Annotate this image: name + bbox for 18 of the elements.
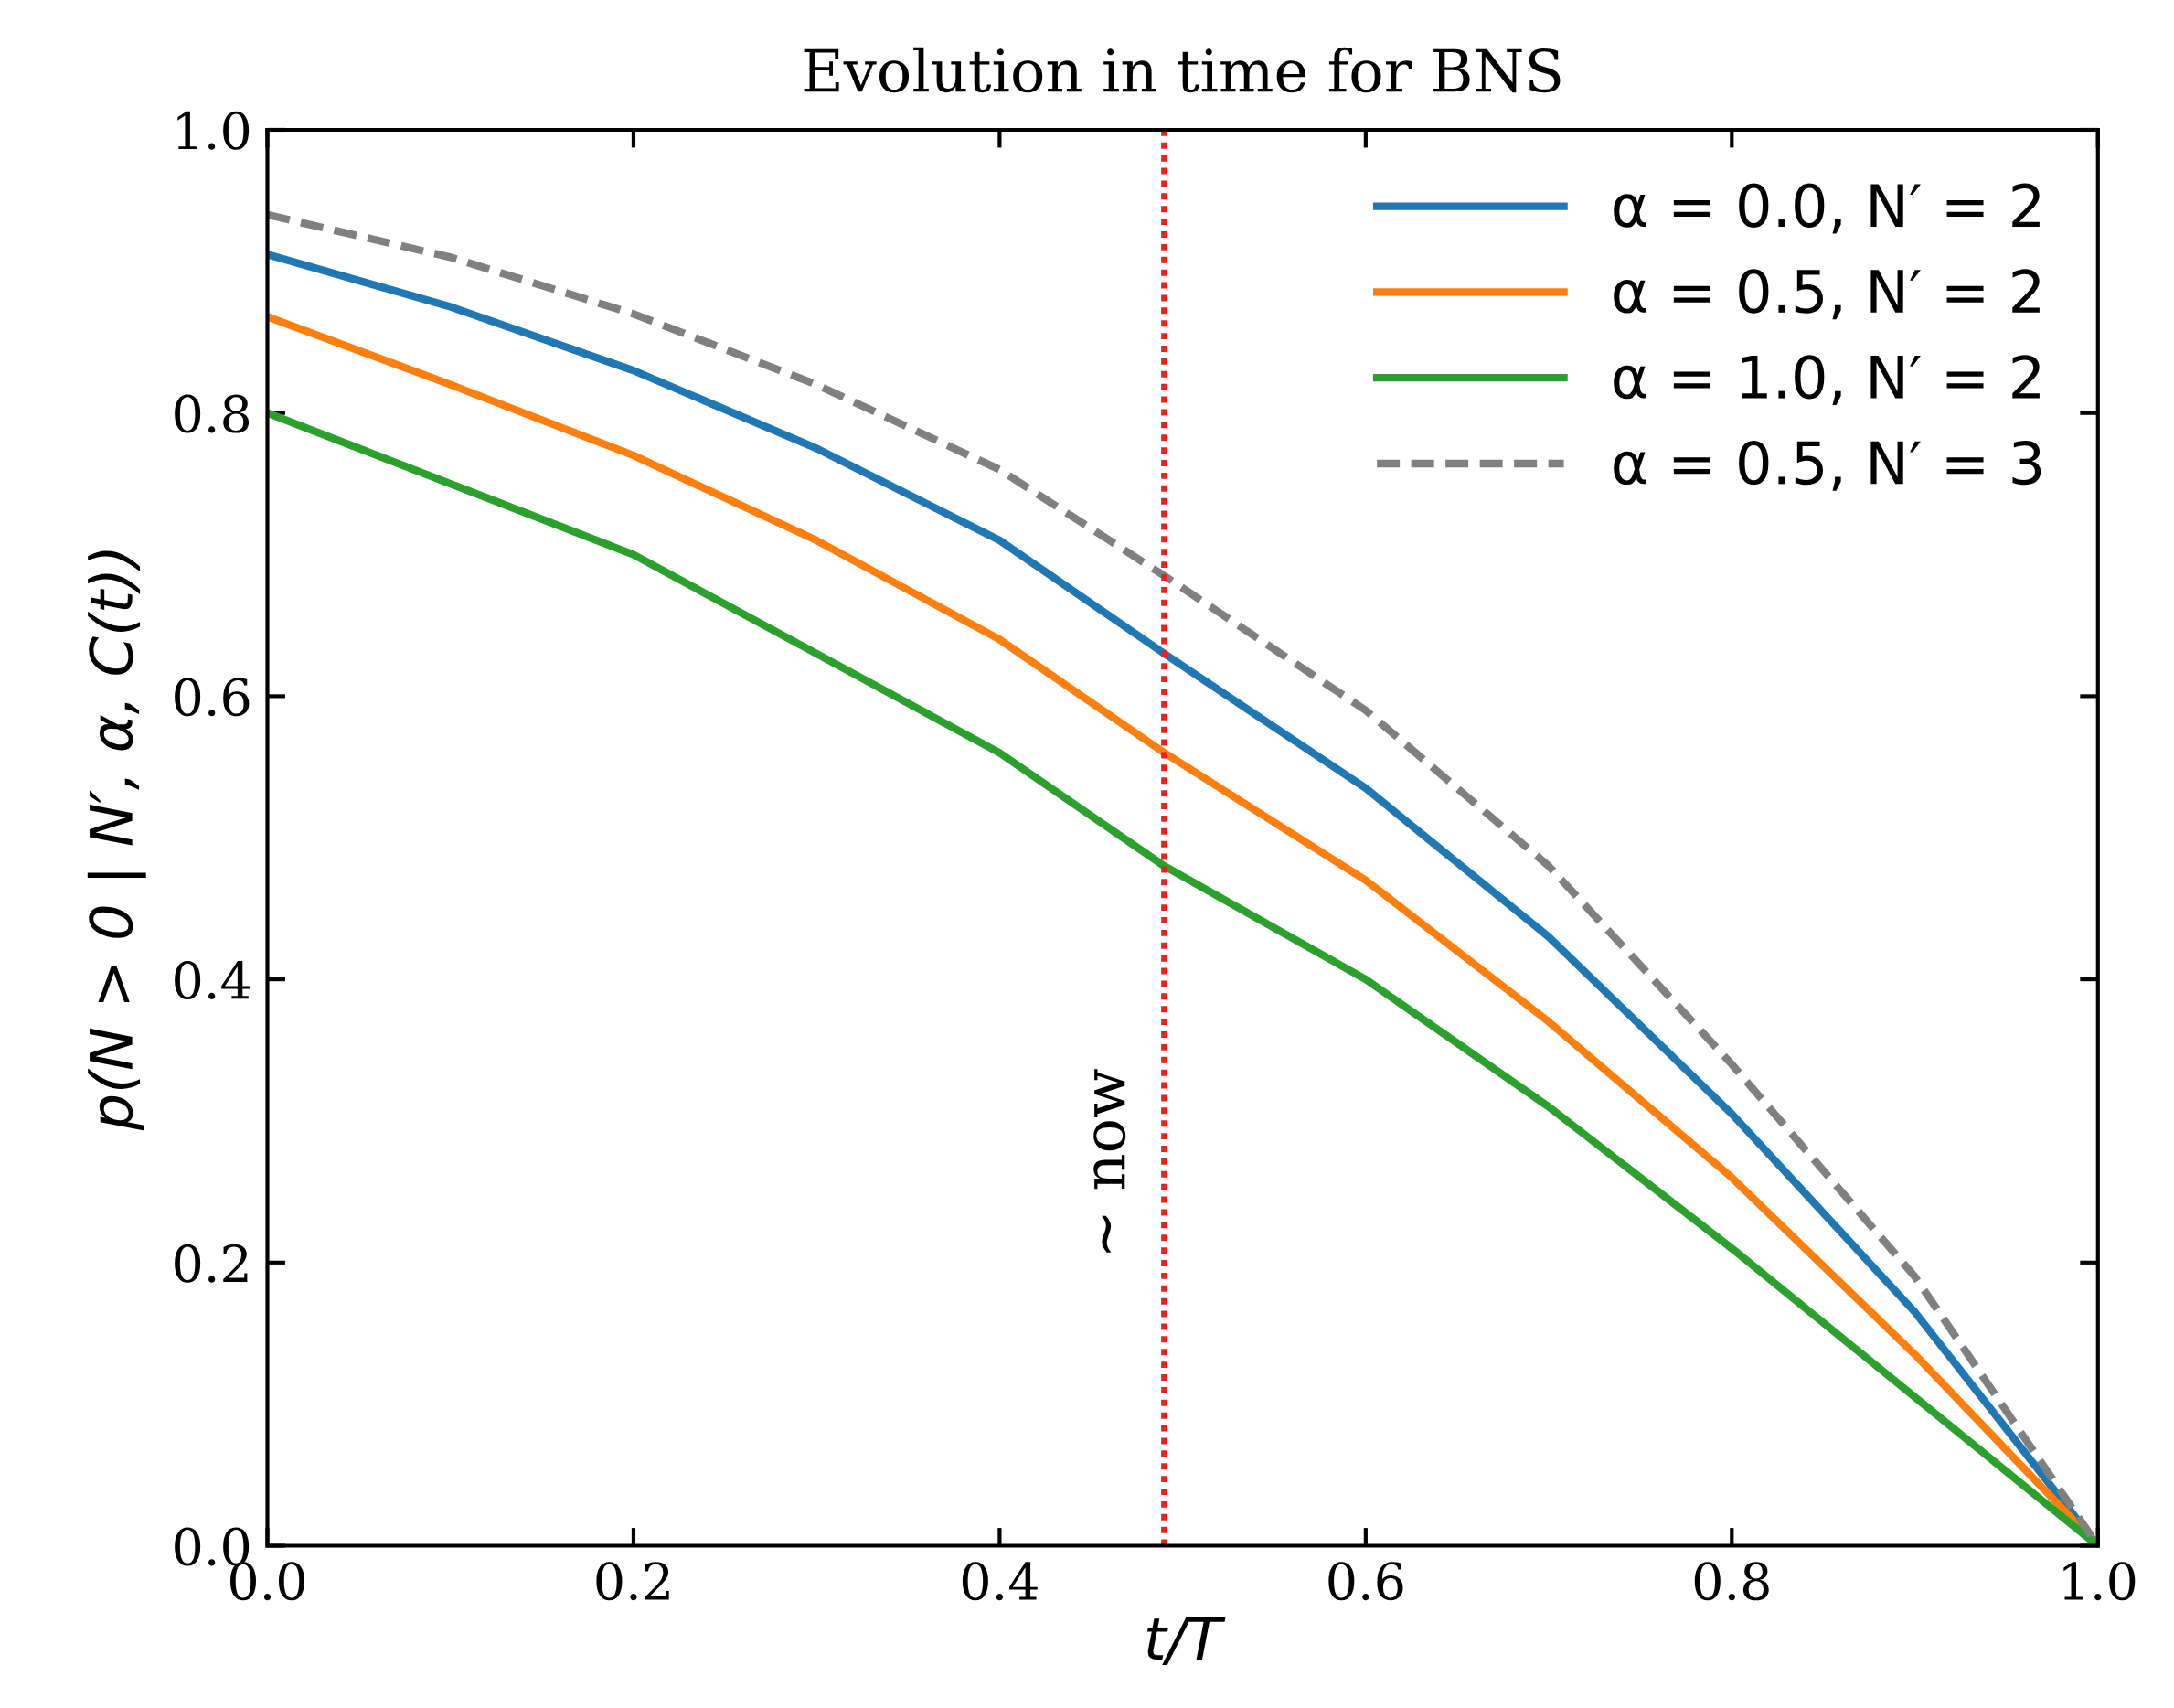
legend-label: α = 0.5, N′ = 3 [1614, 440, 2041, 491]
x-tick-label: 0.2 [596, 1562, 669, 1601]
legend-label: α = 1.0, N′ = 2 [1614, 355, 2040, 405]
x-tick-label: 0.4 [962, 1562, 1038, 1601]
chart-title: Evolution in time for BNS [804, 47, 1561, 93]
x-axis-title: t/T [1146, 1617, 1226, 1665]
x-tick-label: 0.6 [1328, 1562, 1403, 1601]
y-axis-title: p(N > 0 | N′, α, C(t)) [87, 550, 146, 1131]
y-tick-label: 0.8 [175, 394, 250, 433]
legend-label: α = 0.0, N′ = 2 [1614, 183, 2040, 234]
y-tick-label: 0.6 [175, 678, 250, 717]
y-tick-label: 0.2 [175, 1244, 248, 1283]
x-tick-label: 0.8 [1694, 1562, 1769, 1601]
y-tick-label: 0.4 [175, 960, 250, 1000]
legend-label: α = 0.5, N′ = 2 [1614, 269, 2040, 320]
x-tick-label: 1.0 [2063, 1562, 2136, 1601]
ref-line-label: ~ now [1093, 1069, 1126, 1253]
y-tick-label: 1.0 [177, 111, 250, 150]
